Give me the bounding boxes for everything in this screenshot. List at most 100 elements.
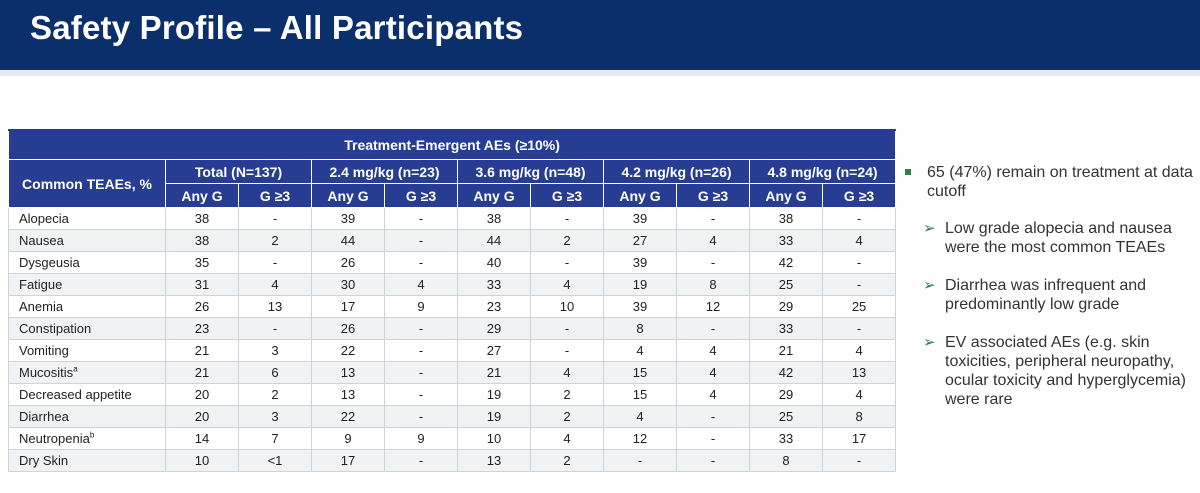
table-row: Neutropeniab 14 7 9 9 10 4 12-33 17 [8, 427, 897, 450]
value-cell: 38 [165, 207, 239, 230]
square-bullet-icon [905, 169, 911, 175]
value-cell: 2 [530, 405, 604, 428]
value-cell: 23 [165, 317, 239, 340]
value-cell: 4 [603, 339, 677, 362]
ae-name: Constipation [19, 321, 92, 336]
value-cell: - [384, 317, 458, 340]
value-cell: 33 [749, 229, 823, 252]
value-cell: 30 [311, 273, 385, 296]
value-cell: 4 [676, 383, 750, 406]
ae-name: Fatigue [19, 277, 63, 292]
value-cell: 2 [530, 383, 604, 406]
note-bullet-text: Diarrhea was infrequent and predominantl… [945, 277, 1147, 313]
teae-table-container: Treatment-Emergent AEs (≥10%) Common TEA… [7, 129, 897, 472]
grade3-header: G ≥3 [821, 183, 897, 208]
dose-group-header: 4.8 mg/kg (n=24) [748, 159, 897, 184]
table-header: Treatment-Emergent AEs (≥10%) Common TEA… [7, 129, 897, 208]
value-cell: 38 [749, 207, 823, 230]
value-cell: - [821, 273, 897, 296]
value-cell: 13 [238, 295, 312, 318]
ae-name: Diarrhea [19, 409, 69, 424]
value-cell: 4 [530, 427, 604, 450]
ae-name: Dysgeusia [19, 255, 80, 270]
note-bullet-text: EV associated AEs (e.g. skin toxicities,… [945, 334, 1186, 408]
value-cell: 3 [238, 339, 312, 362]
value-cell: - [603, 449, 677, 472]
value-cell: 2 [238, 383, 312, 406]
value-cell: - [384, 339, 458, 362]
table-row: Vomiting 21 3 22-27-4 4 21 4 [8, 339, 897, 362]
value-cell: 13 [457, 449, 531, 472]
value-cell: 4 [530, 361, 604, 384]
ae-name-cell: Neutropeniab [8, 427, 166, 450]
table-row: Nausea 38 2 44-44 2 27 4 33 4 [8, 229, 897, 252]
value-cell: 9 [384, 427, 458, 450]
value-cell: - [384, 449, 458, 472]
arrow-bullet-icon: ➢ [923, 220, 936, 237]
table-row: Anemia 26 13 17 9 23 10 39 12 29 25 [8, 295, 897, 318]
value-cell: 39 [603, 251, 677, 274]
sub-notes-list: ➢ Low grade alopecia and nausea were the … [903, 219, 1193, 409]
notes-panel: 65 (47%) remain on treatment at data cut… [903, 163, 1193, 428]
ae-name-cell: Diarrhea [8, 405, 166, 428]
row-header: Common TEAEs, % [8, 159, 166, 208]
value-cell: 19 [457, 383, 531, 406]
table-title: Treatment-Emergent AEs (≥10%) [7, 129, 897, 160]
any-grade-header: Any G [457, 183, 531, 208]
value-cell: 8 [603, 317, 677, 340]
value-cell: - [384, 207, 458, 230]
value-cell: 17 [311, 449, 385, 472]
footnote-marker: a [73, 364, 78, 374]
value-cell: 19 [457, 405, 531, 428]
value-cell: 44 [311, 229, 385, 252]
value-cell: 33 [749, 427, 823, 450]
any-grade-header: Any G [603, 183, 677, 208]
value-cell: 27 [603, 229, 677, 252]
value-cell: 44 [457, 229, 531, 252]
value-cell: 39 [603, 295, 677, 318]
value-cell: - [676, 207, 750, 230]
value-cell: 15 [603, 383, 677, 406]
any-grade-header: Any G [165, 183, 239, 208]
table-row: Diarrhea 20 3 22-19 2 4-25 8 [8, 405, 897, 428]
table-body: Alopecia 38-39-38-39-38- Nausea 38 2 44-44 2 27… [8, 207, 897, 472]
value-cell: 9 [384, 295, 458, 318]
value-cell: - [821, 317, 897, 340]
value-cell: 31 [165, 273, 239, 296]
value-cell: 10 [530, 295, 604, 318]
value-cell: 10 [165, 449, 239, 472]
value-cell: 4 [603, 405, 677, 428]
value-cell: 4 [821, 383, 897, 406]
value-cell: 13 [821, 361, 897, 384]
value-cell: 33 [457, 273, 531, 296]
ae-name-cell: Alopecia [8, 207, 166, 230]
value-cell: 4 [676, 361, 750, 384]
value-cell: 35 [165, 251, 239, 274]
main-note: 65 (47%) remain on treatment at data cut… [903, 163, 1193, 201]
value-cell: 21 [749, 339, 823, 362]
value-cell: - [676, 317, 750, 340]
value-cell: 23 [457, 295, 531, 318]
value-cell: 21 [165, 361, 239, 384]
value-cell: 2 [530, 449, 604, 472]
ae-name-cell: Vomiting [8, 339, 166, 362]
value-cell: 6 [238, 361, 312, 384]
value-cell: 4 [384, 273, 458, 296]
dose-group-header: 2.4 mg/kg (n=23) [311, 159, 458, 184]
ae-name: Alopecia [19, 211, 69, 226]
ae-name: Decreased appetite [19, 387, 132, 402]
title-bar: Safety Profile – All Participants [0, 0, 1200, 70]
ae-name-cell: Mucositisa [8, 361, 166, 384]
value-cell: 27 [457, 339, 531, 362]
value-cell: 7 [238, 427, 312, 450]
table-row: Constipation 23-26-29-8-33- [8, 317, 897, 340]
value-cell: - [238, 317, 312, 340]
ae-name: Vomiting [19, 343, 69, 358]
value-cell: 22 [311, 405, 385, 428]
grade3-header: G ≥3 [530, 183, 604, 208]
value-cell: - [384, 405, 458, 428]
value-cell: - [821, 449, 897, 472]
table-row: Alopecia 38-39-38-39-38- [8, 207, 897, 230]
value-cell: - [384, 251, 458, 274]
value-cell: - [530, 251, 604, 274]
